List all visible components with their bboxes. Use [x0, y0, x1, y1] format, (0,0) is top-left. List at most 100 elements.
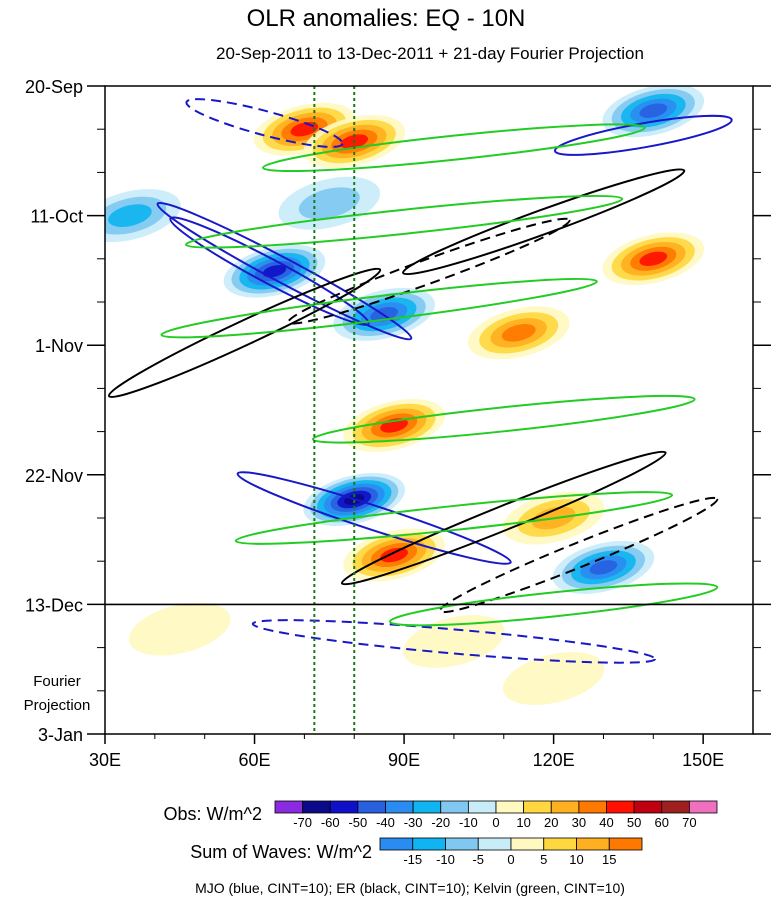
anomaly-blob	[502, 651, 605, 705]
projection-label-line-2: Projection	[24, 697, 91, 714]
anomaly-blob	[128, 602, 231, 656]
x-tick-label: 120E	[533, 750, 575, 770]
obs-colorbar: Obs: W/m^2 -70 -60 -50 -40 -30 -20 -10 0 10 20 30 4…	[164, 800, 718, 830]
anomaly-blob-level	[262, 265, 287, 278]
waves-colorbar-tick-label: -10	[436, 852, 455, 867]
mjo-contour	[251, 619, 657, 664]
obs-colorbar-tick-label: -60	[321, 815, 340, 830]
anomaly-fill-layer	[105, 86, 705, 705]
y-tick-label: 20-Sep	[25, 77, 83, 97]
x-tick-label: 60E	[239, 750, 271, 770]
anomaly-blob-level	[501, 324, 536, 342]
mjo-contour	[553, 114, 733, 156]
waves-colorbar-swatch	[510, 837, 545, 851]
obs-colorbar-swatch	[688, 800, 718, 814]
obs-colorbar-tick-label: 60	[655, 815, 669, 830]
obs-colorbar-tick-label: 50	[627, 815, 641, 830]
obs-colorbar-tick-label: 10	[516, 815, 530, 830]
fourier-projection-label: Fourier Projection	[24, 673, 91, 714]
anomaly-blob-level	[128, 602, 231, 656]
obs-colorbar-label: Obs: W/m^2	[164, 804, 262, 824]
waves-colorbar-tick-label: 5	[540, 852, 547, 867]
obs-colorbar-swatch	[523, 800, 552, 814]
x-axis-ticks: 30E 60E 90E 120E 150E	[89, 734, 724, 770]
mjo-contour	[185, 98, 344, 148]
obs-colorbar-tick-label: -30	[404, 815, 423, 830]
obs-colorbar-tick-label: -20	[431, 815, 450, 830]
kelvin-contour	[311, 394, 696, 444]
anomaly-blob-level	[502, 651, 605, 705]
x-tick-label: 150E	[682, 750, 724, 770]
obs-colorbar-swatch	[633, 800, 663, 814]
y-tick-label: 1-Nov	[35, 336, 83, 356]
waves-colorbar-swatch	[445, 837, 479, 851]
obs-colorbar-swatch	[606, 800, 635, 814]
obs-colorbar-swatch	[440, 800, 469, 814]
mjo-contour	[236, 471, 512, 565]
projection-label-line-1: Fourier	[33, 673, 81, 690]
reference-longitude-lines	[313, 86, 356, 734]
anomaly-blob-level	[639, 251, 668, 267]
mjo-contour	[156, 201, 413, 341]
obs-colorbar-tick-label: 0	[492, 815, 499, 830]
kelvin-contour	[262, 123, 646, 173]
er-contour	[438, 496, 719, 614]
obs-colorbar-swatch	[357, 800, 386, 814]
x-tick-label: 90E	[388, 750, 420, 770]
obs-colorbar-tick-label: -40	[376, 815, 395, 830]
obs-colorbar-swatch	[661, 800, 690, 814]
waves-colorbar-swatch	[412, 837, 446, 851]
waves-colorbar-tick-label: 10	[569, 852, 583, 867]
waves-colorbar-swatch	[477, 837, 512, 851]
anomaly-blob	[552, 540, 655, 594]
obs-colorbar-swatch	[578, 800, 607, 814]
obs-colorbar-swatch	[274, 800, 304, 814]
obs-colorbar-tick-label: 30	[572, 815, 586, 830]
er-contour	[287, 217, 571, 325]
mjo-contour	[169, 216, 370, 326]
waves-colorbar-tick-label: -5	[472, 852, 484, 867]
er-contour	[402, 168, 686, 276]
kelvin-contour	[184, 194, 624, 249]
kelvin-contour	[234, 491, 674, 545]
obs-colorbar-tick-label: -70	[293, 815, 312, 830]
kelvin-contour	[389, 582, 719, 627]
er-contour	[340, 450, 667, 586]
waves-colorbar-tick-label: -15	[403, 852, 422, 867]
obs-colorbar-swatch	[495, 800, 525, 814]
waves-colorbar-swatch	[379, 837, 414, 851]
wave-contour-layer	[107, 98, 733, 664]
waves-colorbar-label: Sum of Waves: W/m^2	[190, 842, 372, 862]
y-tick-label: 3-Jan	[38, 725, 83, 745]
obs-colorbar-tick-label: -10	[459, 815, 478, 830]
anomaly-blob	[467, 306, 570, 360]
er-contour	[107, 267, 382, 398]
chart-title: OLR anomalies: EQ - 10N	[247, 5, 526, 32]
obs-colorbar-tick-label: 70	[682, 815, 696, 830]
obs-colorbar-swatch	[385, 800, 414, 814]
contour-legend-footer: MJO (blue, CINT=10); ER (black, CINT=10)…	[195, 880, 625, 896]
waves-colorbar: Sum of Waves: W/m^2 -15 -10 -5 0 5 10 15	[190, 837, 643, 867]
plot-frame	[104, 85, 754, 735]
anomaly-blob-level	[108, 204, 152, 227]
obs-colorbar-tick-label: 20	[544, 815, 558, 830]
obs-colorbar-tick-label: -50	[348, 815, 367, 830]
obs-colorbar-swatch	[467, 800, 497, 814]
obs-colorbar-swatch	[302, 800, 331, 814]
waves-colorbar-tick-label: 0	[507, 852, 514, 867]
y-tick-label: 22-Nov	[25, 466, 83, 486]
waves-colorbar-swatch	[576, 837, 610, 851]
kelvin-contour	[160, 277, 598, 339]
obs-colorbar-swatch	[412, 800, 442, 814]
waves-colorbar-tick-label: 15	[602, 852, 616, 867]
waves-colorbar-swatch	[543, 837, 577, 851]
y-axis-ticks: 20-Sep 11-Oct 1-Nov 22-Nov 13-Dec 3-Jan	[25, 77, 771, 745]
obs-colorbar-swatch	[550, 800, 580, 814]
plot-area: 20-Sep 11-Oct 1-Nov 22-Nov 13-Dec 3-Jan 30E 60…	[25, 77, 771, 770]
obs-colorbar-swatch	[329, 800, 359, 814]
anomaly-blob	[602, 232, 705, 286]
y-tick-label: 13-Dec	[25, 595, 83, 615]
anomaly-blob-level	[639, 103, 668, 118]
x-tick-label: 30E	[89, 750, 121, 770]
